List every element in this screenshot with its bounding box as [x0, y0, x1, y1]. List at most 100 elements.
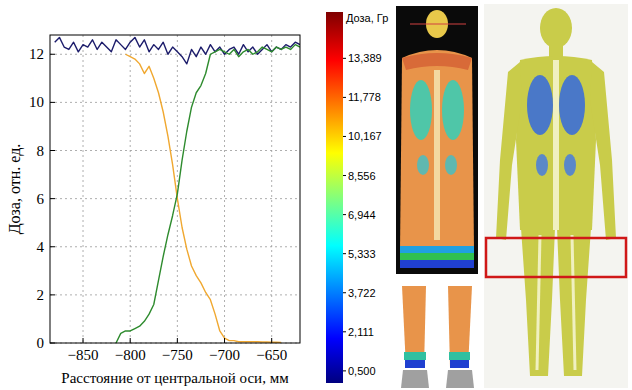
dose-band — [404, 352, 426, 360]
colorbar-tick — [343, 58, 346, 59]
y-tick-label: 12 — [29, 46, 44, 62]
colorbar-tick — [343, 175, 346, 176]
dose-band — [400, 260, 474, 268]
dose-band — [400, 253, 474, 260]
kidney — [564, 154, 576, 176]
dose-images — [396, 4, 628, 388]
y-tick — [50, 198, 55, 199]
panel-bg — [396, 282, 478, 388]
colorbar-tick — [343, 97, 346, 98]
torso — [516, 56, 596, 230]
dose-band — [405, 360, 425, 368]
series-line — [55, 37, 300, 63]
x-tick-label: −800 — [115, 347, 146, 363]
y-tick-label: 2 — [37, 287, 45, 303]
colorbar-tick-label: 11,778 — [348, 91, 381, 103]
bone — [572, 235, 575, 370]
lung — [527, 75, 553, 135]
x-tick-label: −650 — [256, 347, 287, 363]
x-grid-line — [224, 35, 225, 343]
colorbar-tick-label: 13,389 — [348, 52, 382, 64]
kidney — [536, 154, 548, 176]
dose-band — [400, 246, 474, 253]
series-line — [116, 45, 300, 343]
y-axis-title: Доза, отн. ед. — [6, 144, 24, 235]
leg — [557, 228, 591, 376]
y-grid-line — [50, 150, 300, 151]
lung — [410, 80, 432, 140]
x-tick-label: −700 — [209, 347, 240, 363]
series-line — [125, 54, 281, 342]
panel-bg — [484, 4, 628, 388]
colorbar-tick-label: 5,333 — [348, 248, 376, 260]
y-grid-line — [50, 246, 300, 247]
arm — [590, 62, 616, 240]
x-tick — [224, 338, 225, 343]
colorbar-tick-label: 10,167 — [348, 130, 382, 142]
foot — [446, 370, 474, 388]
shoulders — [402, 53, 472, 70]
y-grid-line — [50, 294, 300, 295]
y-tick — [50, 246, 55, 247]
colorbar-tick-label: 6,944 — [348, 209, 376, 221]
y-tick-label: 10 — [29, 94, 44, 110]
grid — [50, 35, 300, 343]
y-grid-line — [50, 54, 300, 55]
figure: −850−800−750−700−650024681012Расстояние … — [0, 0, 632, 390]
y-tick-label: 0 — [37, 335, 45, 351]
y-tick — [50, 150, 55, 151]
y-tick-label: 8 — [37, 143, 45, 159]
spine — [434, 70, 440, 240]
x-axis-title: Расстояние от центральной оси, мм — [61, 370, 289, 386]
colorbar-tick-label: 0,500 — [348, 365, 376, 377]
leg — [402, 286, 426, 368]
colorbar-tick — [343, 253, 346, 254]
axes: −850−800−750−700−650024681012 — [29, 46, 287, 363]
x-grid-line — [83, 35, 84, 343]
x-tick — [130, 338, 131, 343]
plot-frame — [50, 35, 300, 343]
leg — [448, 286, 472, 368]
kidney — [445, 155, 457, 175]
colorbar-tick — [343, 292, 346, 293]
colorbar-title: Доза, Гр — [346, 12, 388, 24]
x-tick — [83, 338, 84, 343]
y-grid-line — [50, 198, 300, 199]
head — [540, 8, 572, 48]
colorbar-tick — [343, 136, 346, 137]
colorbar-tick-label: 2,111 — [348, 326, 374, 338]
lung — [442, 80, 464, 140]
dose-band — [449, 352, 470, 360]
colorbar-tick — [343, 370, 346, 371]
colorbar — [326, 12, 343, 383]
foot — [401, 370, 429, 388]
y-grid-line — [50, 102, 300, 103]
leg — [521, 228, 555, 376]
dose-band — [450, 360, 469, 368]
y-tick — [50, 294, 55, 295]
y-tick — [50, 54, 55, 55]
colorbar-tick-label: 3,722 — [348, 287, 376, 299]
x-tick — [271, 338, 272, 343]
colorbar-tick — [343, 331, 346, 332]
x-grid-line — [130, 35, 131, 343]
bone — [537, 235, 540, 370]
neck — [549, 44, 563, 58]
y-tick-label: 4 — [37, 239, 45, 255]
lung — [559, 75, 585, 135]
arm — [496, 62, 522, 240]
marker-line — [410, 24, 466, 25]
y-tick — [50, 102, 55, 103]
panel-bg — [396, 6, 478, 274]
x-tick — [177, 338, 178, 343]
colorbar-tick-label: 8,556 — [348, 170, 376, 182]
x-tick-label: −850 — [68, 347, 99, 363]
x-grid-line — [271, 35, 272, 343]
y-tick-label: 6 — [37, 191, 45, 207]
lines — [55, 37, 300, 343]
y-tick — [50, 343, 55, 344]
torso — [400, 50, 474, 250]
highlight-box — [486, 238, 626, 277]
colorbar-tick — [343, 214, 346, 215]
kidney — [417, 155, 429, 175]
